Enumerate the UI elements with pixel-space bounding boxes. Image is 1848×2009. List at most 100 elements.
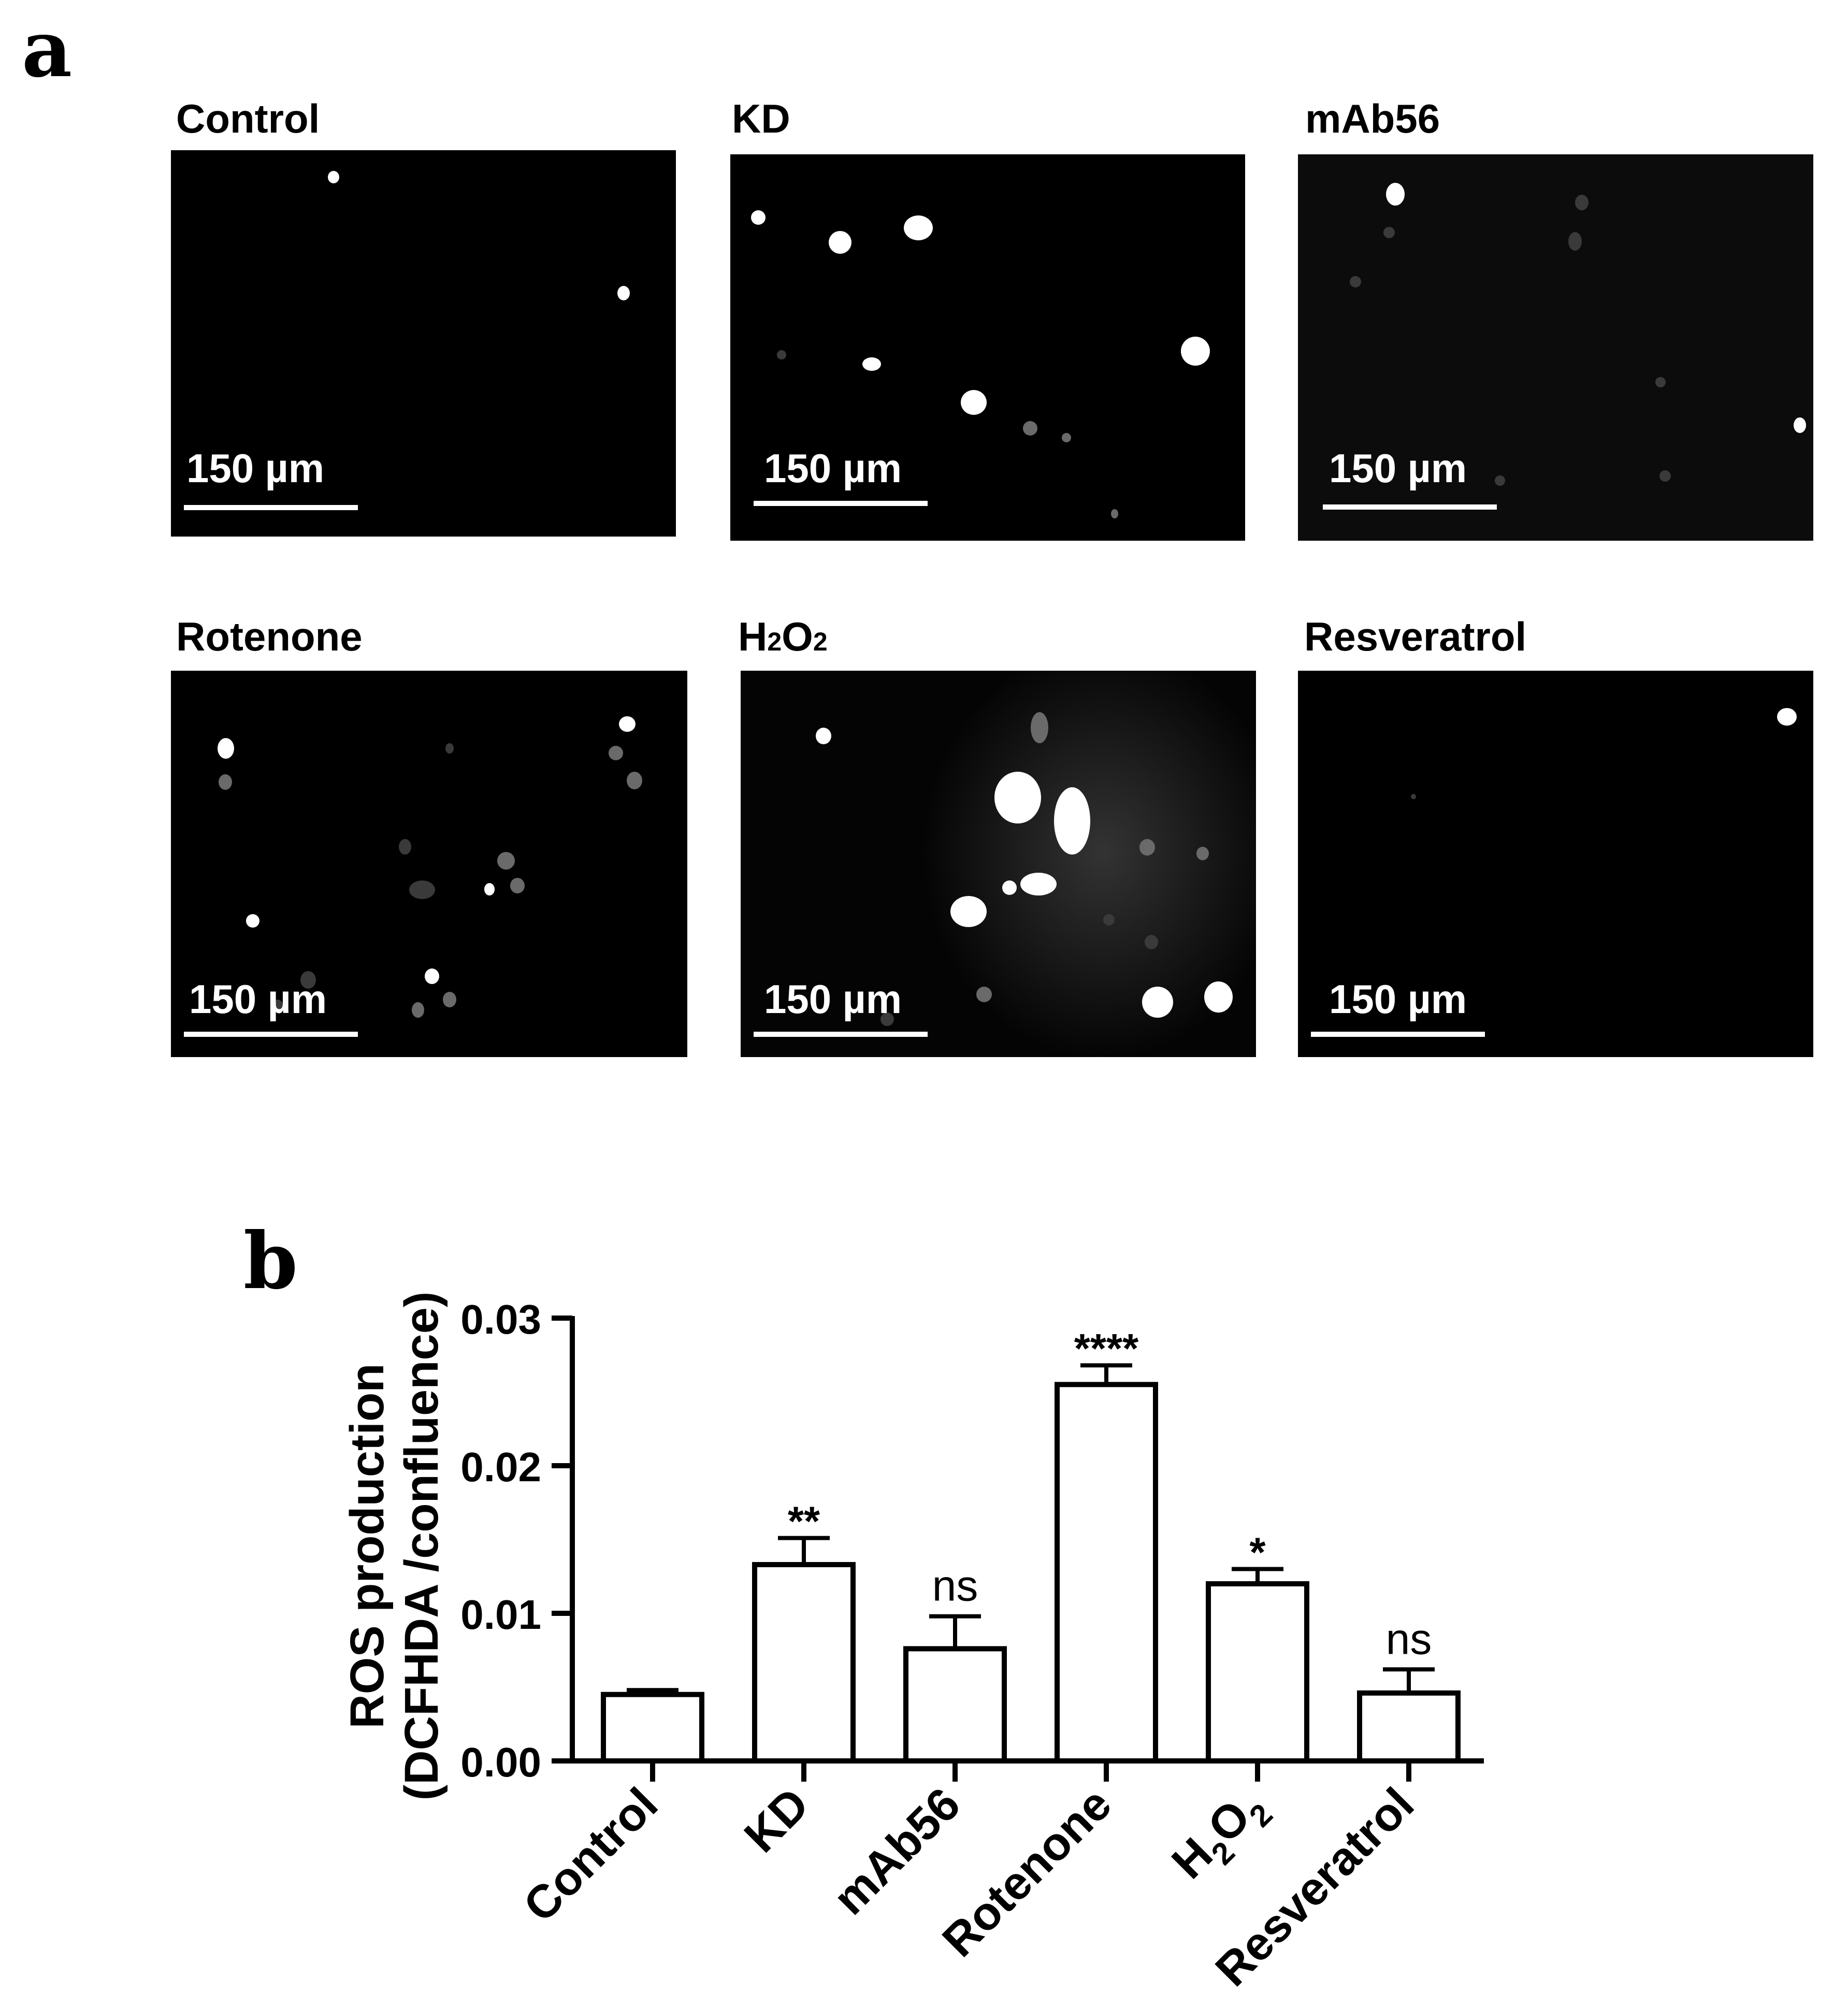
cell (484, 883, 495, 895)
cell (1111, 509, 1118, 518)
x-tick-label: mAb56 (824, 1778, 970, 1925)
cell (1181, 337, 1210, 366)
title-sub-2b: 2 (813, 627, 828, 656)
micrograph-title-mab56: mAb56 (1305, 96, 1440, 141)
scale-bar (754, 501, 928, 506)
bar-4 (1206, 1581, 1309, 1764)
cell (1659, 470, 1671, 482)
cell (246, 914, 259, 928)
cell (1145, 935, 1158, 949)
micrograph-mab56: 150 µm (1298, 154, 1813, 541)
scale-bar (754, 1032, 928, 1037)
cell (443, 992, 456, 1007)
cell (1139, 839, 1155, 856)
micrograph-title-resveratrol: Resveratrol (1304, 614, 1527, 659)
cell (751, 210, 766, 225)
cell (961, 390, 987, 415)
cell (1020, 873, 1057, 895)
cell (1794, 417, 1806, 433)
y-tick-label: 0.01 (460, 1592, 541, 1638)
cell (777, 350, 786, 359)
y-axis-label-line1: ROS production (341, 1363, 394, 1728)
cell (1142, 987, 1173, 1018)
cell (300, 971, 316, 989)
y-tick-label: 0.00 (460, 1739, 541, 1785)
cell (862, 357, 881, 371)
cell (1031, 712, 1048, 743)
cell (1495, 475, 1505, 486)
scale-bar (1311, 1032, 1485, 1037)
chart-layer: 0.000.010.020.03Control**KDnsmAb56****Ro… (460, 1296, 1484, 1996)
scale-bar (184, 505, 358, 510)
cell (510, 878, 525, 893)
x-tick-label: Control (514, 1778, 668, 1932)
scale-bar-label: 150 µm (1329, 445, 1467, 491)
title-sub-2: 2 (767, 627, 782, 656)
cell (619, 716, 636, 732)
cell (976, 987, 992, 1002)
cell (950, 896, 987, 927)
title-h: H (738, 614, 768, 659)
cell (1655, 377, 1666, 387)
bar-1 (752, 1562, 856, 1764)
panel-label-a: a (22, 4, 73, 95)
bar-3 (1055, 1382, 1158, 1764)
x-tick-label: KD (735, 1778, 819, 1862)
micrograph-resveratrol: 150 µm (1298, 671, 1813, 1057)
cell (880, 1013, 894, 1026)
cell (219, 774, 232, 790)
cell (1575, 195, 1589, 210)
y-tick-label: 0.03 (460, 1296, 541, 1342)
micrograph-title-control: Control (176, 96, 320, 141)
x-tick-label: H2O2 (1162, 1778, 1279, 1895)
cell (399, 839, 411, 855)
cell (412, 1002, 424, 1018)
panel-label-b: b (243, 1216, 298, 1307)
micrograph-kd: 150 µm (730, 154, 1245, 541)
bar-0 (601, 1692, 704, 1764)
cell (1204, 981, 1233, 1013)
y-axis-label-line2: (DCFHDA /confluence) (395, 1291, 448, 1800)
cell (425, 969, 439, 984)
x-tick-label-part: H (1162, 1828, 1223, 1889)
cell (1383, 227, 1395, 238)
significance-label: **** (1074, 1325, 1139, 1371)
micrograph-title-h2o2: H2O2 (738, 616, 828, 657)
cell (904, 215, 933, 240)
cell (617, 286, 630, 300)
y-tick-label: 0.02 (460, 1444, 541, 1490)
title-o: O (782, 614, 813, 659)
micrograph-control: 150 µm (171, 150, 676, 537)
bar-2 (903, 1646, 1007, 1764)
significance-label: * (1249, 1529, 1266, 1576)
cell (218, 738, 234, 759)
scale-bar-label: 150 µm (186, 445, 325, 491)
cell (829, 231, 851, 254)
cell (1777, 708, 1797, 726)
micrograph-h2o2: 150 µm (741, 671, 1256, 1057)
scale-bar (184, 1032, 358, 1037)
cell (1196, 847, 1209, 860)
cell (1023, 421, 1037, 436)
scale-bar-label: 150 µm (764, 976, 902, 1022)
cell (1386, 183, 1405, 206)
cell (1350, 276, 1361, 287)
scale-bar-label: 150 µm (189, 976, 327, 1022)
cell (1002, 880, 1017, 895)
scale-bar-label: 150 µm (1329, 976, 1467, 1022)
cell (1062, 433, 1071, 442)
cell (497, 852, 515, 870)
cell (609, 746, 623, 760)
cell (1054, 787, 1090, 855)
cell (994, 772, 1041, 823)
scale-bar-label: 150 µm (764, 445, 902, 491)
bar-5 (1357, 1690, 1461, 1764)
cell (1411, 794, 1416, 799)
cell (409, 880, 435, 899)
x-tick-label-part: O (1198, 1790, 1260, 1853)
cell (328, 171, 339, 183)
cell (1103, 914, 1115, 926)
cell (445, 743, 454, 754)
micrograph-title-kd: KD (732, 96, 790, 141)
